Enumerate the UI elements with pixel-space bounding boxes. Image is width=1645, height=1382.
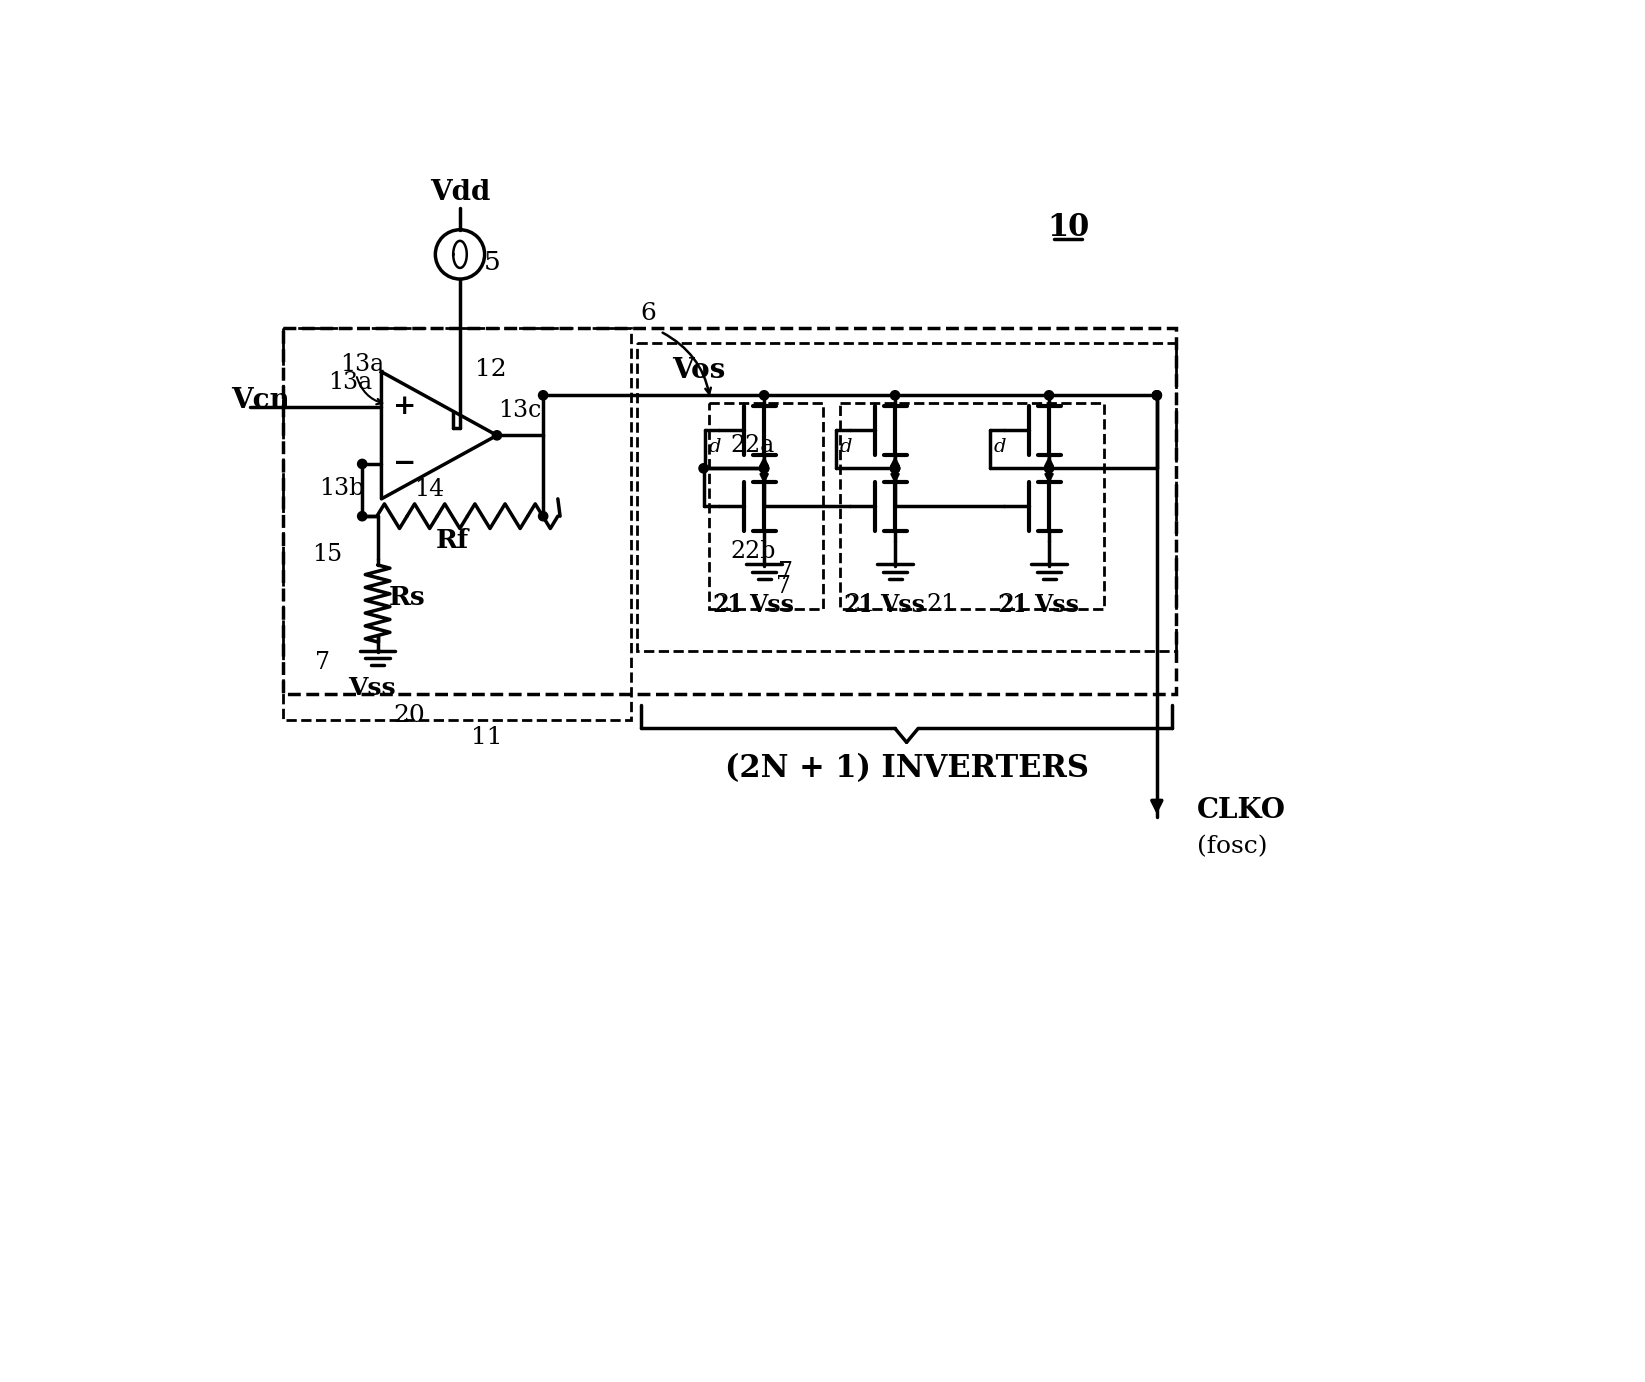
Circle shape bbox=[492, 431, 502, 439]
Text: (fosc): (fosc) bbox=[1198, 835, 1267, 858]
Text: Rf: Rf bbox=[436, 528, 469, 553]
Text: 21: 21 bbox=[846, 593, 875, 616]
Circle shape bbox=[699, 464, 709, 473]
Circle shape bbox=[1045, 464, 1054, 473]
Text: 21: 21 bbox=[999, 593, 1030, 616]
Text: 6: 6 bbox=[640, 303, 656, 325]
Circle shape bbox=[357, 511, 367, 521]
Bar bbox=[283, 328, 632, 720]
Text: 13a: 13a bbox=[341, 352, 385, 376]
Text: 22a: 22a bbox=[730, 434, 775, 457]
Text: 21: 21 bbox=[997, 594, 1026, 616]
Circle shape bbox=[760, 391, 768, 399]
Text: 21: 21 bbox=[714, 593, 745, 616]
Circle shape bbox=[760, 464, 768, 473]
Text: 13b: 13b bbox=[319, 477, 365, 500]
Text: Vos: Vos bbox=[673, 357, 725, 384]
Text: Vss: Vss bbox=[1035, 593, 1079, 616]
Circle shape bbox=[538, 511, 548, 521]
Text: 7: 7 bbox=[778, 561, 793, 583]
Circle shape bbox=[357, 459, 367, 468]
Text: −: − bbox=[393, 451, 416, 477]
Circle shape bbox=[1045, 391, 1054, 399]
Text: Rs: Rs bbox=[388, 585, 426, 609]
Text: 7: 7 bbox=[314, 651, 329, 674]
Text: 21: 21 bbox=[842, 594, 873, 616]
Text: Vdd: Vdd bbox=[429, 180, 490, 206]
Text: Vcn: Vcn bbox=[232, 387, 290, 415]
Circle shape bbox=[890, 391, 900, 399]
Bar bbox=[637, 343, 1176, 651]
Text: 21: 21 bbox=[712, 594, 742, 616]
Text: 21: 21 bbox=[926, 593, 956, 616]
Text: Vss: Vss bbox=[750, 593, 795, 616]
Text: Vss: Vss bbox=[347, 676, 395, 699]
Text: 7: 7 bbox=[776, 575, 791, 598]
Text: 12: 12 bbox=[475, 358, 507, 381]
Circle shape bbox=[760, 464, 768, 473]
Text: d: d bbox=[709, 438, 722, 456]
Text: CLKO: CLKO bbox=[1198, 797, 1286, 825]
Circle shape bbox=[1152, 391, 1161, 399]
Text: 14: 14 bbox=[415, 478, 444, 500]
Circle shape bbox=[1152, 391, 1161, 399]
Circle shape bbox=[890, 464, 900, 473]
Text: 15: 15 bbox=[313, 543, 342, 567]
Text: d: d bbox=[841, 438, 852, 456]
Text: 22b: 22b bbox=[730, 540, 776, 562]
Text: (2N + 1) INVERTERS: (2N + 1) INVERTERS bbox=[724, 753, 1089, 784]
Circle shape bbox=[890, 464, 900, 473]
Text: 20: 20 bbox=[393, 703, 424, 727]
Bar bbox=[839, 404, 1104, 609]
Text: Vss: Vss bbox=[880, 593, 924, 616]
Text: 13a: 13a bbox=[329, 370, 373, 394]
Text: +: + bbox=[393, 394, 416, 420]
Text: 13c: 13c bbox=[498, 399, 541, 422]
Circle shape bbox=[890, 464, 900, 473]
Text: d: d bbox=[994, 438, 1007, 456]
Bar bbox=[709, 404, 822, 609]
Circle shape bbox=[538, 391, 548, 399]
Bar bbox=[283, 328, 1176, 694]
Text: 11: 11 bbox=[470, 726, 503, 749]
Text: 10: 10 bbox=[1048, 211, 1089, 243]
Text: 5: 5 bbox=[484, 250, 500, 275]
